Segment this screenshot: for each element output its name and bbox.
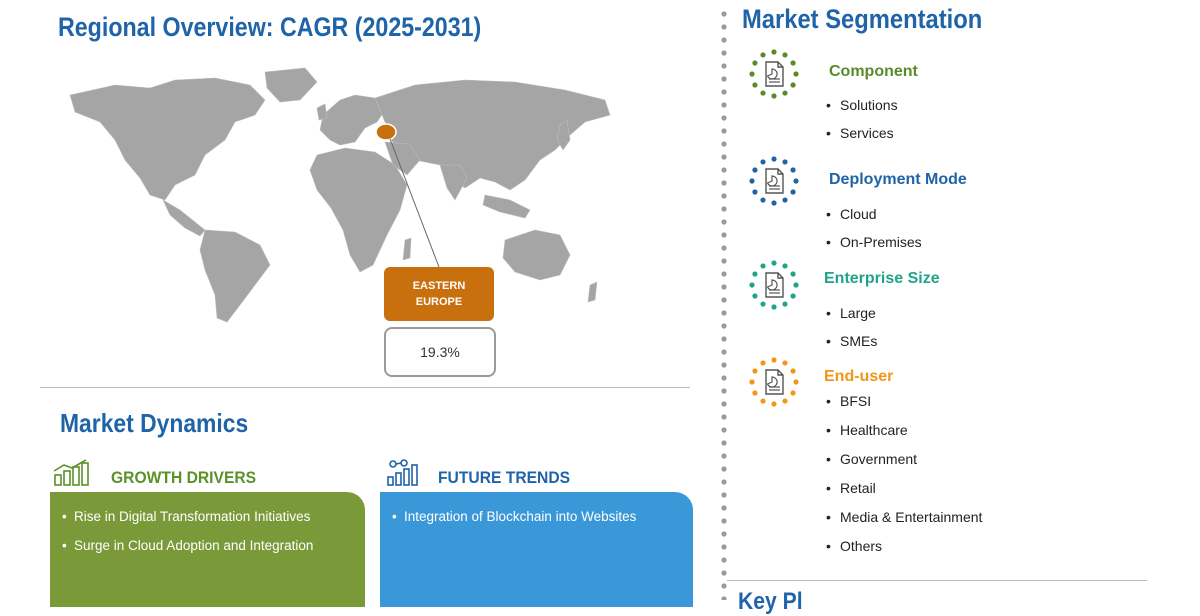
region-label-box: EASTERN EUROPE [384,267,494,321]
future-trend-item: Integration of Blockchain into Websites [390,508,679,526]
deployment-document-icon [749,156,799,206]
segment-heading-end-user: End-user [824,368,894,385]
future-trends-panel: Integration of Blockchain into Websites [380,492,693,607]
growth-chart-icon [53,459,89,486]
region-label-line2: EUROPE [415,296,463,308]
region-connector-line [389,138,440,268]
key-players-title: Key Pl [738,588,803,615]
eastern-europe-marker [375,123,397,141]
component-document-icon [749,49,799,99]
market-dynamics-title: Market Dynamics [60,408,249,438]
segment-heading-deployment-mode: Deployment Mode [829,171,967,188]
segment-item: • Media & Entertainment [826,509,983,525]
growth-driver-item: Surge in Cloud Adoption and Integration [60,537,351,555]
segment-item: • Solutions [826,97,898,113]
market-segmentation-title: Market Segmentation [742,4,983,34]
segment-item: • BFSI [826,393,872,409]
world-map [69,67,611,323]
segment-item: • On-Premises [826,234,922,250]
segment-item: • Healthcare [826,422,908,438]
region-label-line1: EASTERN [412,280,466,292]
section-divider [727,580,1147,581]
end-user-document-icon [749,357,799,407]
segment-item: • Services [826,125,894,141]
segment-heading-enterprise-size: Enterprise Size [824,270,940,287]
segment-heading-component: Component [829,63,918,80]
segment-item: • Others [826,538,883,554]
segment-item: • Retail [826,480,876,496]
segment-item: • Cloud [826,206,877,222]
growth-drivers-panel: Rise in Digital Transformation Initiativ… [50,492,365,607]
future-trends-heading: FUTURE TRENDS [438,468,571,487]
trends-chart-icon [387,459,418,486]
segment-item: • Government [826,451,918,467]
regional-overview-title: Regional Overview: CAGR (2025-2031) [58,12,482,42]
growth-driver-item: Rise in Digital Transformation Initiativ… [60,508,351,526]
growth-drivers-list: Rise in Digital Transformation Initiativ… [50,492,365,555]
segment-item: • SMEs [826,333,878,349]
cagr-value: 19.3% [420,344,460,360]
future-trends-list: Integration of Blockchain into Websites [380,492,693,526]
vertical-dotted-divider [721,11,727,600]
cagr-value-box: 19.3% [384,327,496,377]
enterprise-size-document-icon [749,260,799,310]
section-divider [40,387,690,388]
growth-drivers-heading: GROWTH DRIVERS [111,468,257,487]
segment-item: • Large [826,305,876,321]
